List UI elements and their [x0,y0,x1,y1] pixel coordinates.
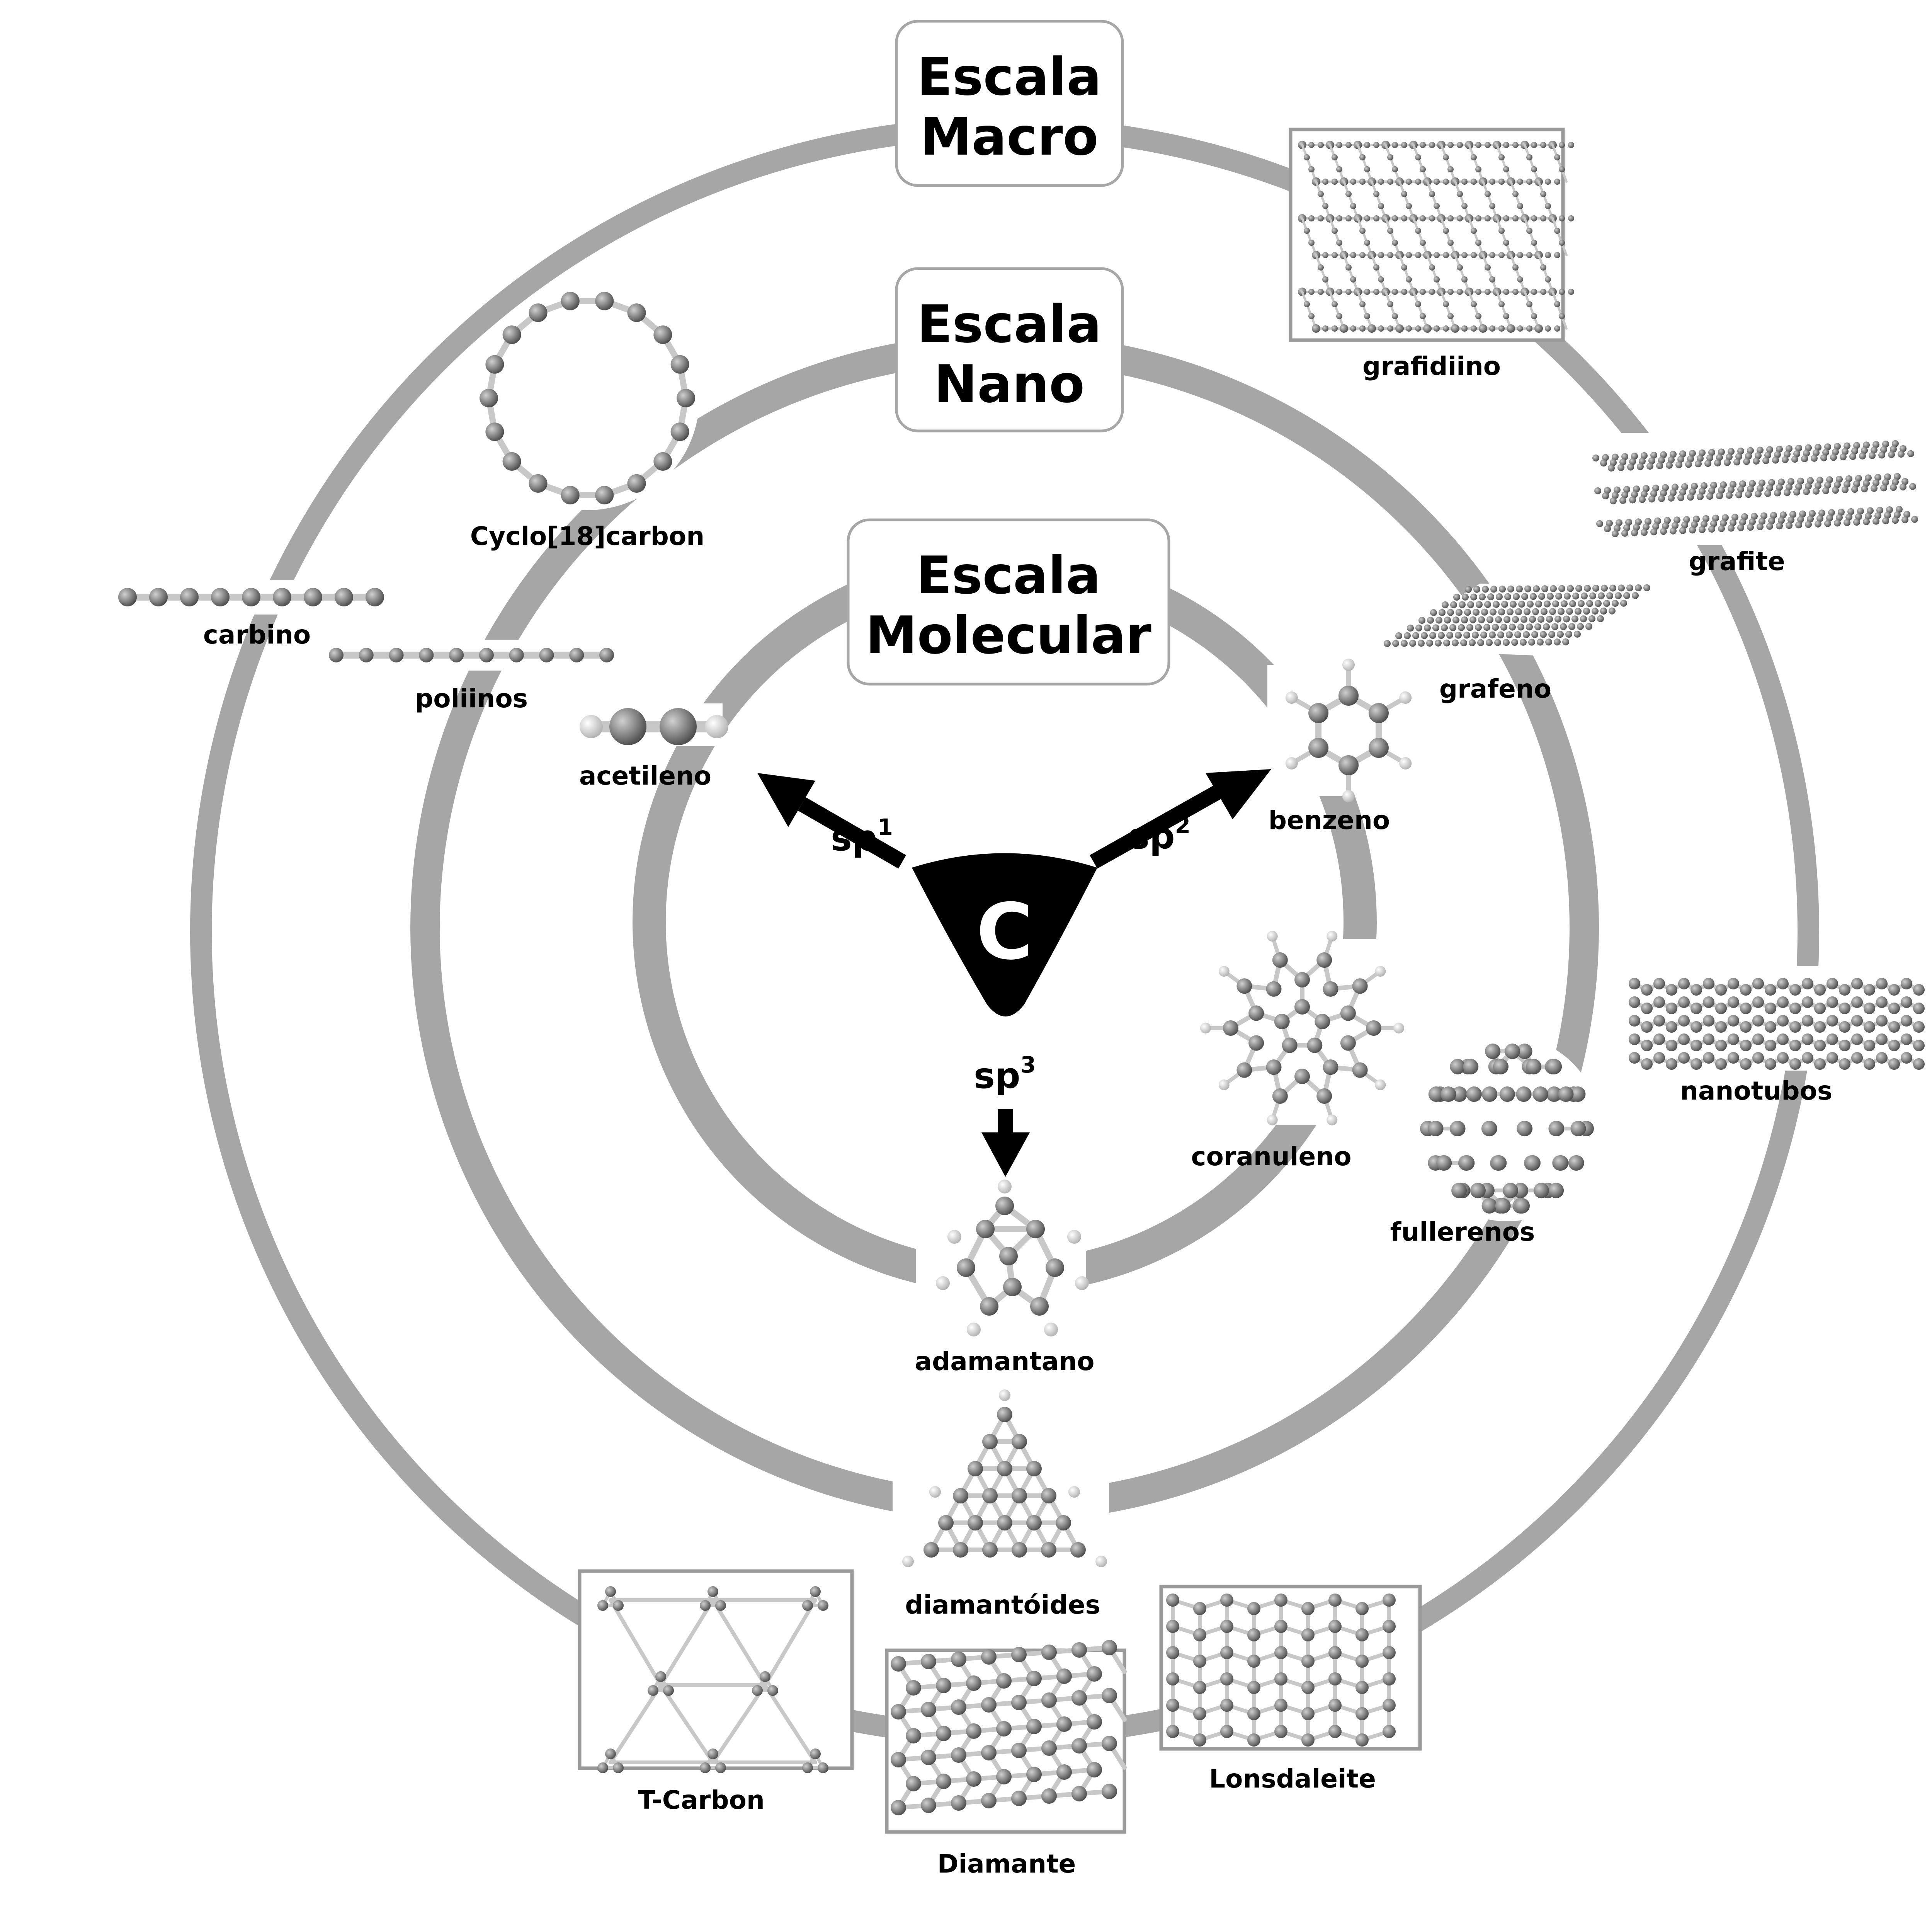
carbino-chain [118,588,384,606]
cyclo18-image [475,286,699,510]
label-grafidiino: grafidiino [1362,351,1501,381]
lonsdaleite-image [1159,1585,1422,1751]
scale-molecular-line1: Escala [916,545,1101,606]
label-acetileno: acetileno [579,761,711,791]
molecule-labels: grafidiino grafite Cyclo[18]carbon carbi… [203,351,1832,1879]
label-benzeno: benzeno [1269,805,1390,835]
label-diamante: Diamante [937,1849,1076,1879]
scale-macro-box: Escala Macro [895,20,1124,187]
carbon-triangle [912,853,1097,1016]
diamante-lattice [891,1640,1127,1815]
label-grafite: grafite [1689,546,1785,576]
label-lonsdaleite: Lonsdaleite [1209,1764,1376,1794]
cyclo18-molecule [480,291,695,505]
diamantoide-molecule [902,1389,1107,1567]
scale-nano-box: Escala Nano [895,267,1124,432]
label-fullerenos: fullerenos [1390,1217,1535,1247]
poliinos-image [328,640,614,671]
label-coranuleno: coranuleno [1191,1142,1351,1171]
carbon-symbol: C [976,887,1033,977]
scale-nano-line2: Nano [934,354,1085,414]
fullerenos-image [1414,1036,1600,1221]
tcarbon-image [578,1569,854,1773]
grafite-sheets [1592,440,1918,537]
scale-molecular-box: Escala Molecular [847,518,1170,686]
grafidiino-image [1289,128,1574,342]
scale-molecular-line2: Molecular [866,605,1151,666]
scale-macro-line1: Escala [917,47,1102,107]
lonsdaleite-lattice [1166,1594,1396,1747]
scale-nano-line1: Escala [917,294,1102,354]
coranuleno-molecule [1200,931,1404,1125]
grafite-image [1588,433,1920,545]
fullereno-molecule [1420,1044,1594,1214]
acetileno-image [564,703,728,746]
grafidiino-lattice [1298,141,1574,333]
grafeno-image [1376,584,1673,657]
label-poliinos: poliinos [415,684,528,713]
sp2-arrow-shaft [1090,785,1221,869]
nanotube-molecule [1629,978,1925,1070]
sp3-label: sp3 [974,1052,1036,1096]
tcarbon-lattice [597,1586,828,1773]
nanotubos-image [1623,966,1932,1071]
poliinos-chain [329,648,614,662]
sp1-label: sp1 [831,814,893,859]
benzeno-image [1267,659,1430,802]
adamantano-image [916,1180,1089,1336]
label-carbino: carbino [203,620,311,650]
coranuleno-image [1198,931,1414,1125]
adamantano-molecule [936,1180,1089,1336]
sp2-arrow-head [1206,769,1271,819]
sp2-label: sp2 [1128,812,1190,857]
center-hybridization: C sp1 sp2 sp3 [757,769,1271,1177]
benzeno-molecule [1285,659,1412,802]
diamantoides-image [893,1384,1109,1585]
label-grafeno: grafeno [1439,674,1551,704]
sp1-arrow-head [757,773,815,827]
molecule-images [116,128,1932,1834]
sp3-arrow-head [981,1132,1030,1177]
label-adamantano: adamantano [915,1347,1094,1376]
sp1-arrow-shaft [798,797,906,869]
label-tcarbon: T-Carbon [638,1785,765,1815]
label-cyclo18: Cyclo[18]carbon [470,521,705,551]
diamante-image [885,1640,1127,1834]
scale-macro-line2: Macro [920,107,1098,167]
grafeno-sheet [1384,584,1650,647]
label-diamantoides: diamantóides [905,1590,1100,1620]
label-nanotubos: nanotubos [1680,1076,1832,1106]
carbino-image [116,580,386,615]
